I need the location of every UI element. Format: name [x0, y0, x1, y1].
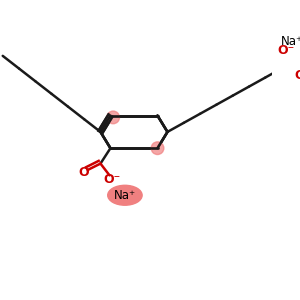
Text: O: O [294, 69, 300, 82]
Ellipse shape [108, 185, 142, 205]
Text: Na⁺: Na⁺ [114, 189, 136, 202]
Text: O: O [79, 166, 89, 179]
Text: Na⁺: Na⁺ [281, 35, 300, 48]
Text: O⁻: O⁻ [103, 173, 121, 186]
Text: O⁻: O⁻ [278, 44, 295, 57]
Ellipse shape [151, 142, 164, 155]
Ellipse shape [107, 111, 119, 124]
